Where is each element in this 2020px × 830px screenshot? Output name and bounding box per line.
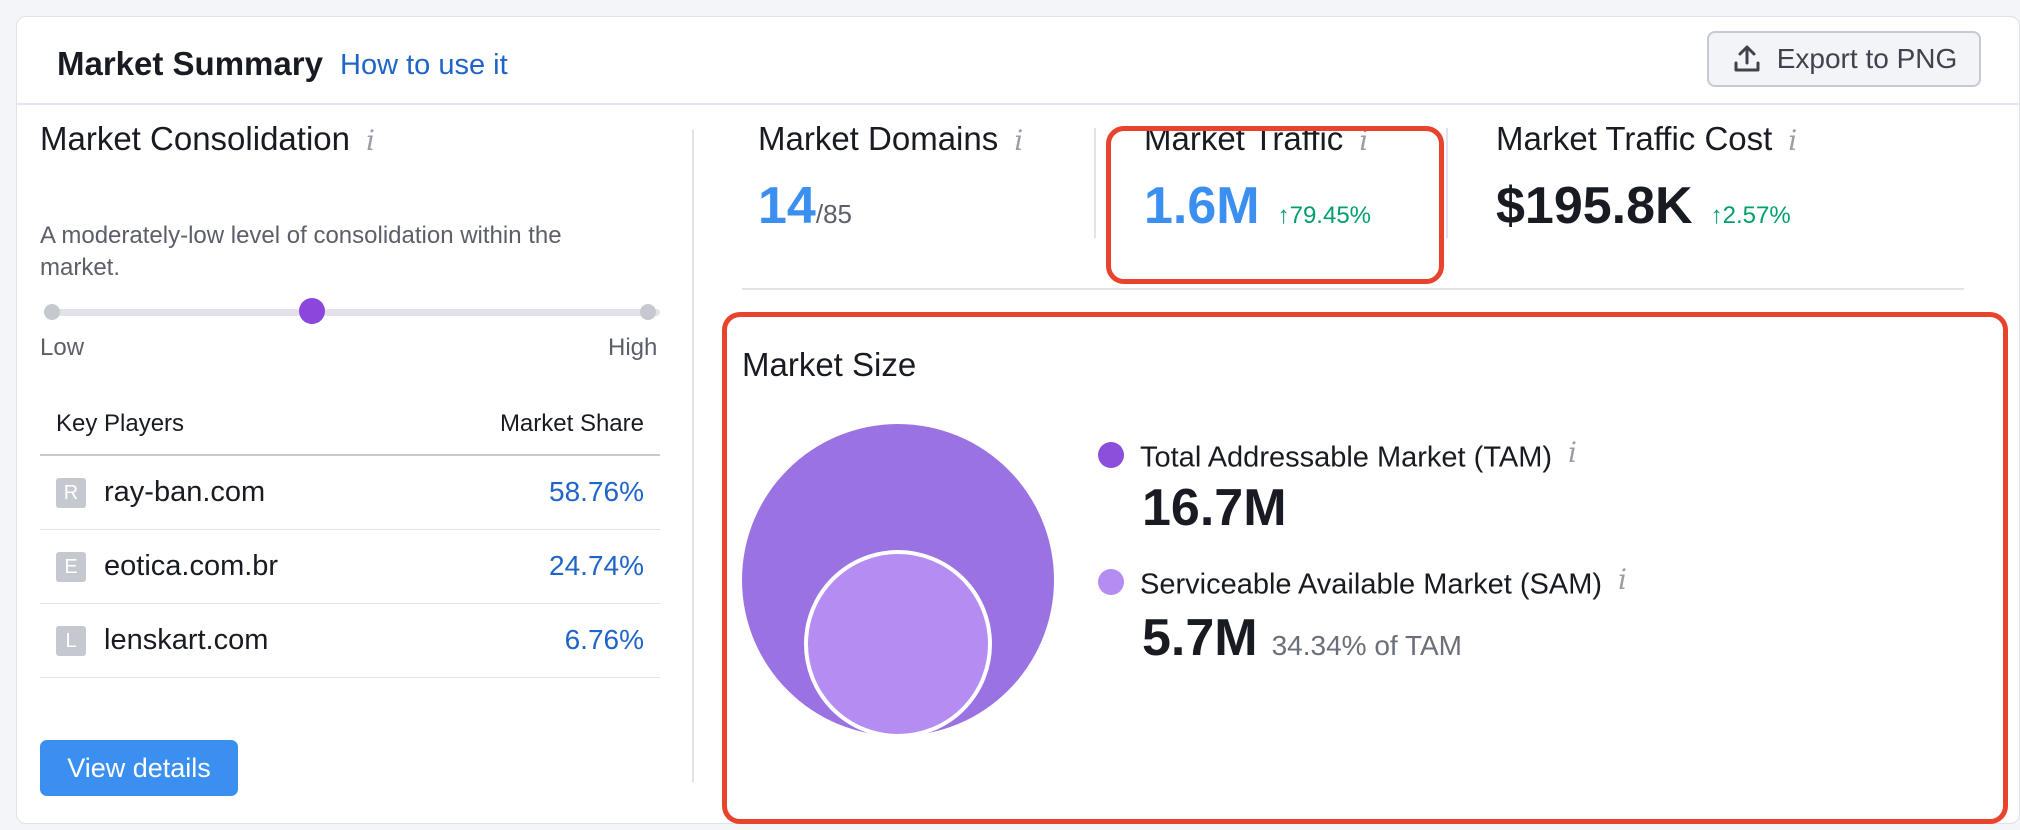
key-players-header: Key Players <box>56 410 185 437</box>
table-row: R ray-ban.com 58.76% <box>40 456 660 530</box>
sam-value-text: 5.7M <box>1142 609 1258 667</box>
player-share-link[interactable]: 58.76% <box>549 476 644 507</box>
sam-label: Serviceable Available Market (SAM) <box>1140 568 1603 601</box>
sam-legend-dot <box>1098 568 1124 595</box>
key-players-table: Key Players Market Share R ray-ban.com 5… <box>40 400 660 678</box>
sam-circle <box>804 550 992 734</box>
how-to-use-link[interactable]: How to use it <box>340 49 508 81</box>
view-details-button[interactable]: View details <box>40 740 238 796</box>
column-divider <box>692 130 694 782</box>
metric-market-domains: Market Domains i 14/85 <box>758 120 1023 235</box>
tam-legend-dot <box>1098 441 1124 468</box>
slider-thumb <box>299 298 325 324</box>
domains-count[interactable]: 14 <box>758 177 816 235</box>
metric-divider <box>1446 128 1448 238</box>
domains-total: /85 <box>815 199 852 229</box>
market-size-circles <box>742 424 1054 734</box>
highlight-box-market-size <box>722 312 2008 824</box>
export-png-button[interactable]: Export to PNG <box>1707 31 1981 87</box>
info-icon[interactable]: i <box>1618 563 1628 596</box>
slider-high-label: High <box>608 334 658 361</box>
table-header: Key Players Market Share <box>40 400 660 456</box>
metric-value: 14/85 <box>758 176 852 236</box>
player-share-link[interactable]: 24.74% <box>549 550 644 581</box>
consolidation-slider <box>40 296 670 326</box>
consolidation-title: Market Consolidation i <box>40 120 660 158</box>
table-row: E eotica.com.br 24.74% <box>40 530 660 604</box>
consolidation-panel: Market Consolidation i A moderately-low l… <box>40 120 660 796</box>
player-share-link[interactable]: 6.76% <box>564 624 644 655</box>
player-domain: ray-ban.com <box>104 476 266 508</box>
info-icon[interactable]: i <box>366 124 375 157</box>
highlight-box-traffic <box>1106 126 1444 284</box>
metric-divider <box>1094 128 1096 238</box>
consolidation-description: A moderately-low level of consolidation … <box>40 222 562 281</box>
metric-label: Market Domains i <box>758 120 1023 158</box>
metric-label: Market Traffic Cost i <box>1496 120 1797 158</box>
upload-icon <box>1734 45 1760 72</box>
export-button-label: Export to PNG <box>1776 43 1958 74</box>
info-icon[interactable]: i <box>1568 436 1578 469</box>
metric-value: 1.6M ↑79.45% <box>1144 176 1371 236</box>
domain-initial-badge: E <box>56 552 86 582</box>
section-divider <box>742 288 1964 290</box>
info-icon[interactable]: i <box>1359 124 1369 157</box>
card-header: Market Summary How to use it Export to P… <box>17 17 2019 105</box>
slider-dot-high <box>640 304 656 320</box>
consolidation-title-text: Market Consolidation <box>40 120 350 157</box>
metric-label-text: Market Domains <box>758 120 999 157</box>
player-domain: lenskart.com <box>104 624 269 656</box>
sam-pct-of-tam: 34.34% of TAM <box>1271 630 1463 661</box>
market-summary-card: Market Summary How to use it Export to P… <box>16 16 2020 824</box>
traffic-delta: ↑79.45% <box>1277 202 1372 229</box>
market-size-title: Market Size <box>742 346 917 383</box>
info-icon[interactable]: i <box>1788 124 1798 157</box>
sam-value: 5.7M 34.34% of TAM <box>1142 608 1462 668</box>
traffic-cost-delta: ↑2.57% <box>1710 202 1791 229</box>
info-icon[interactable]: i <box>1014 124 1024 157</box>
slider-low-label: Low <box>40 334 85 361</box>
metric-value: $195.8K ↑2.57% <box>1496 176 1791 236</box>
slider-dot-low <box>44 304 60 320</box>
player-domain: eotica.com.br <box>104 550 279 582</box>
tam-value: 16.7M <box>1142 479 1287 537</box>
domain-initial-badge: L <box>56 626 86 656</box>
tam-label: Total Addressable Market (TAM) <box>1140 441 1553 474</box>
slider-track <box>50 309 660 316</box>
legend-sam: Serviceable Available Market (SAM) i <box>1098 563 1627 601</box>
traffic-value[interactable]: 1.6M <box>1144 177 1260 235</box>
market-share-header: Market Share <box>499 410 644 437</box>
metric-market-traffic-cost: Market Traffic Cost i $195.8K ↑2.57% <box>1496 120 1797 235</box>
traffic-cost-value: $195.8K <box>1496 177 1693 235</box>
domain-initial-badge: R <box>56 478 86 508</box>
metric-label-text: Market Traffic Cost <box>1496 120 1773 157</box>
legend-tam: Total Addressable Market (TAM) i <box>1098 436 1577 474</box>
table-row: L lenskart.com 6.76% <box>40 604 660 678</box>
page-title: Market Summary <box>57 45 323 82</box>
